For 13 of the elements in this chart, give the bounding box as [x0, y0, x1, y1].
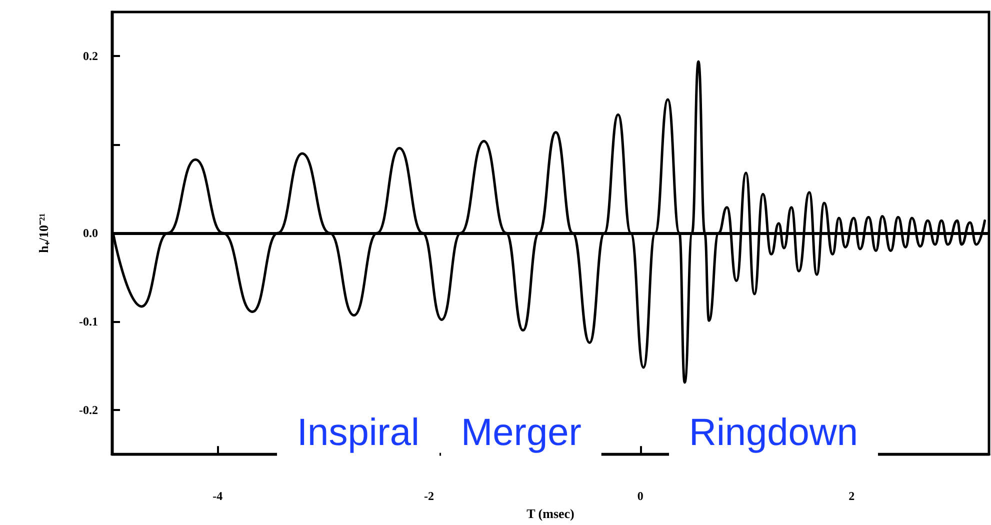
- y-axis-title: h₊/10⁻²¹: [36, 213, 51, 253]
- y-tick-label: 0.2: [83, 49, 98, 64]
- x-tick-label: -4: [212, 489, 223, 504]
- x-tick-label: 2: [848, 489, 855, 504]
- x-tick-label: 0: [637, 489, 644, 504]
- annotation: Merger: [461, 412, 582, 454]
- x-axis-title: T (msec): [526, 506, 574, 521]
- y-tick-label: -0.2: [79, 402, 98, 417]
- annotation: Inspiral: [297, 412, 420, 454]
- annotation: Ringdown: [689, 412, 858, 454]
- x-tick-label: -2: [424, 489, 434, 504]
- y-tick-label: 0.0: [83, 226, 98, 240]
- y-tick-label: -0.1: [79, 314, 98, 328]
